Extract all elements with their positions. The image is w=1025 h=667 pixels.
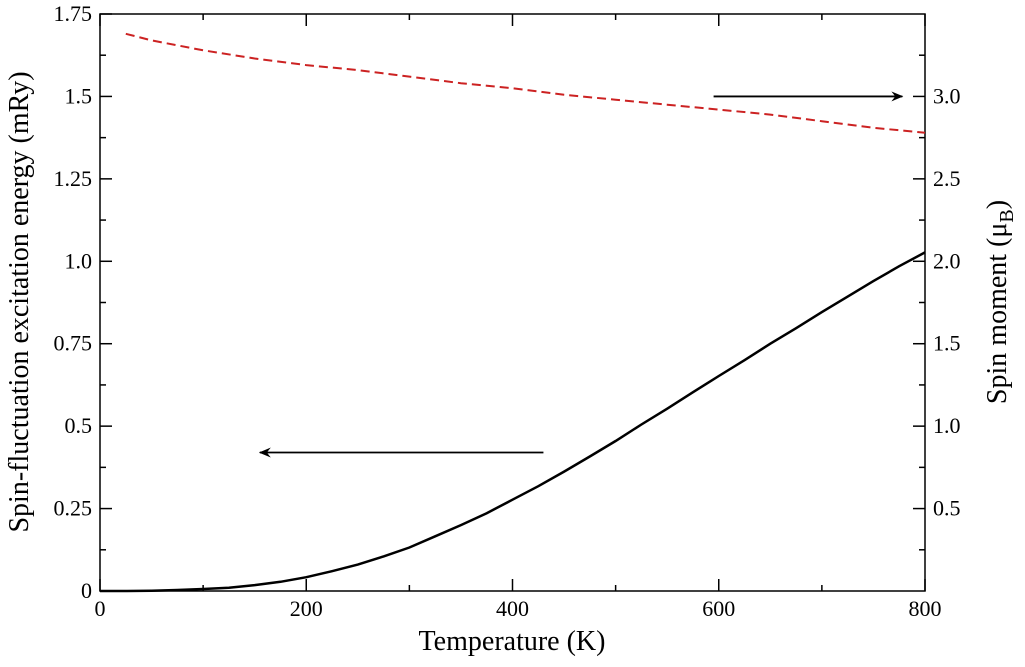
y-right-axis-title-close: ) <box>982 200 1013 209</box>
x-tick-label: 800 <box>909 596 942 621</box>
y-left-tick-label: 0.75 <box>54 331 93 356</box>
y-left-tick-label: 0.25 <box>54 496 93 521</box>
x-ticks: 0 200 400 600 800 <box>95 14 942 621</box>
y-right-tick-label: 3.0 <box>933 83 961 108</box>
x-tick-label: 0 <box>95 596 106 621</box>
y-left-tick-label: 1.25 <box>54 166 93 191</box>
y-right-tick-label: 2.5 <box>933 166 961 191</box>
y-left-tick-label: 0 <box>81 578 92 603</box>
y-right-axis-title-base: Spin moment (μ <box>982 223 1013 404</box>
y-right-ticks: 0.5 1.0 1.5 2.0 2.5 3.0 <box>913 54 961 551</box>
y-left-axis-title: Spin-fluctuation excitation energy (mRy) <box>4 71 35 532</box>
x-tick-label: 400 <box>496 596 529 621</box>
series-group <box>100 32 926 593</box>
annotation-group <box>258 91 904 458</box>
y-left-tick-label: 1.5 <box>65 83 93 108</box>
y-right-axis-title-sub: B <box>996 209 1018 222</box>
y-right-tick-label: 1.5 <box>933 331 961 356</box>
x-axis-title: Temperature (K) <box>419 626 606 657</box>
y-left-ticks: 0 0.25 0.5 0.75 1.0 1.25 1.5 1.75 <box>54 1 112 603</box>
y-left-tick-label: 0.5 <box>65 413 93 438</box>
plot-frame <box>99 13 926 592</box>
y-left-tick-label: 1.75 <box>54 1 93 26</box>
y-right-axis-title: Spin moment (μB) <box>982 200 1018 404</box>
y-right-tick-label: 2.0 <box>933 248 961 273</box>
y-right-tick-label: 1.0 <box>933 413 961 438</box>
x-tick-label: 200 <box>290 596 323 621</box>
y-right-tick-label: 0.5 <box>933 496 961 521</box>
x-tick-label: 600 <box>702 596 735 621</box>
series-line-excitation-energy <box>100 251 926 593</box>
y-left-tick-label: 1.0 <box>65 248 93 273</box>
series-line-spin-moment <box>125 32 926 134</box>
